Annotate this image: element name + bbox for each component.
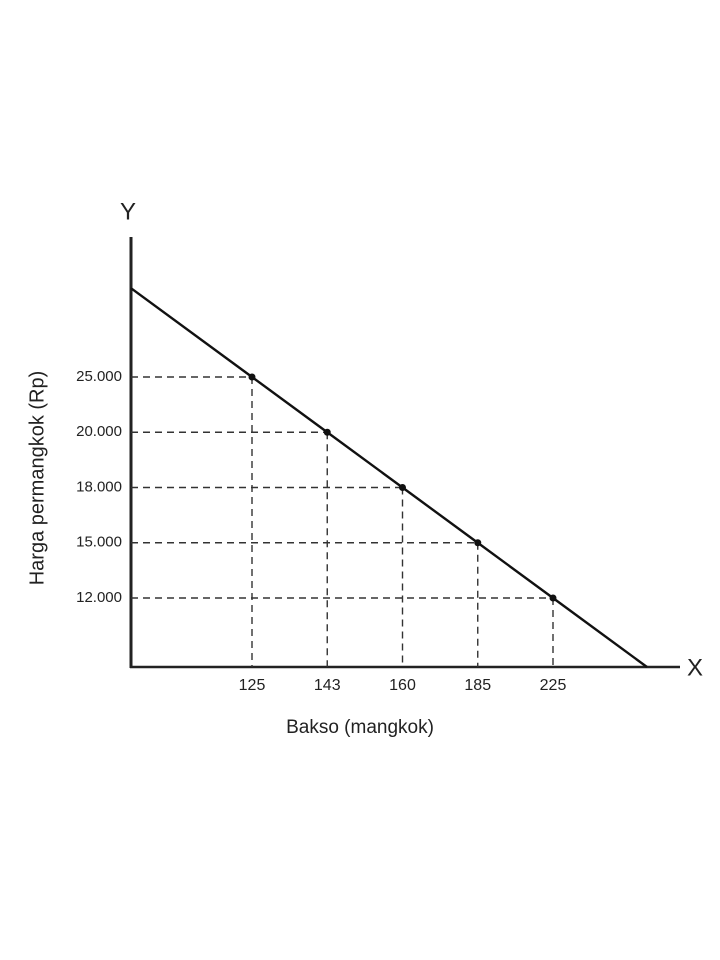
data-point xyxy=(399,484,406,491)
y-tick-label: 15.000 xyxy=(76,534,122,551)
y-tick-label: 25.000 xyxy=(76,368,122,385)
x-axis-name: X xyxy=(687,654,703,681)
y-tick-label: 18.000 xyxy=(76,478,122,495)
curve-extension xyxy=(130,287,253,378)
data-point xyxy=(323,428,331,436)
y-tick-label: 20.000 xyxy=(76,423,122,440)
x-tick-label: 225 xyxy=(540,677,567,694)
curve-extension xyxy=(552,597,648,668)
x-tick-label: 143 xyxy=(314,677,341,694)
x-tick-label: 185 xyxy=(464,677,491,694)
x-tick-label: 160 xyxy=(389,677,416,694)
y-axis-name: Y xyxy=(120,198,136,225)
y-tick-label: 12.000 xyxy=(76,589,122,606)
x-axis-title: Bakso (mangkok) xyxy=(286,717,434,738)
data-point xyxy=(549,594,557,602)
data-point xyxy=(474,539,482,547)
x-tick-label: 125 xyxy=(239,677,266,694)
data-point xyxy=(248,373,256,381)
y-axis-title: Harga permangkok (Rp) xyxy=(26,371,48,586)
